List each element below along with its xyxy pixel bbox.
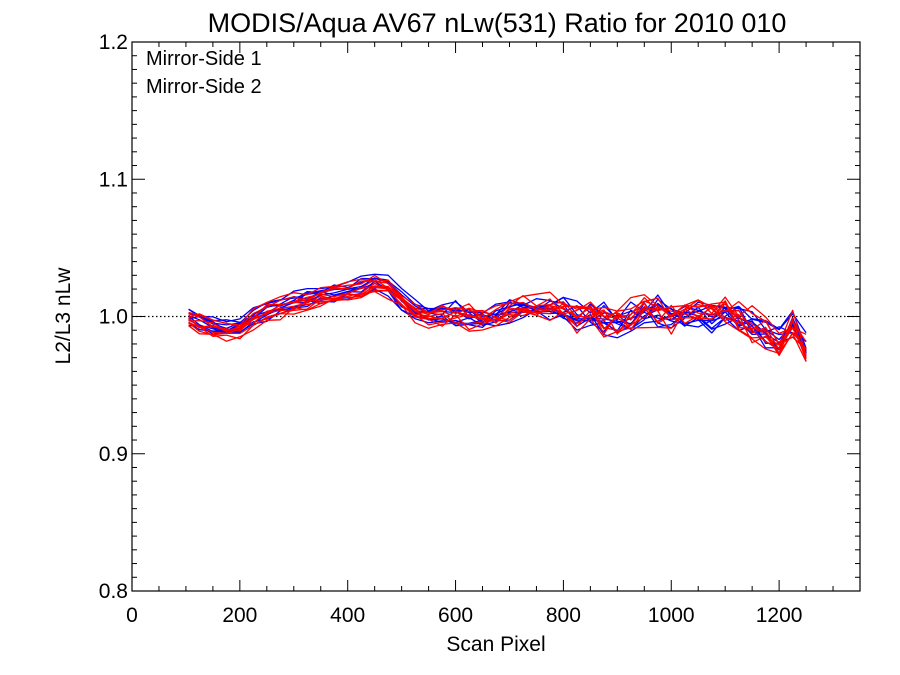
y-tick-label: 1.0 [99,306,128,329]
y-tick-label: 0.8 [99,580,128,603]
y-axis-label: L2/L3 nLw [52,267,75,365]
series-line-ms2 [188,285,807,362]
x-tick-label: 1200 [756,604,803,627]
axes-layer [131,41,861,592]
x-tick-label: 200 [222,604,257,627]
x-tick-label: 600 [438,604,473,627]
tick-labels: 0 200 400 600 800 1000 1200 0.8 0.9 1.0 1.1 1.2 [99,31,803,627]
series-line-ms2 [188,285,807,355]
series-line-ms1 [188,277,807,349]
series-line-ms2 [188,278,807,335]
y-tick-label: 1.1 [99,168,128,191]
x-tick-label: 400 [330,604,365,627]
x-tick-label: 0 [126,604,138,627]
legend-entry-series-1: Mirror-Side 1 [146,48,262,70]
y-tick-label: 0.9 [99,443,128,466]
x-axis-label: Scan Pixel [446,633,545,656]
series-layer [188,273,807,362]
chart-title: MODIS/Aqua AV67 nLw(531) Ratio for 2010 … [208,8,787,38]
x-tick-label: 800 [546,604,581,627]
series-line-ms2 [188,280,807,355]
series-line-ms2 [188,274,807,356]
y-tick-label: 1.2 [99,31,128,54]
legend-entry-series-2: Mirror-Side 2 [146,76,262,98]
x-tick-label: 1000 [648,604,695,627]
